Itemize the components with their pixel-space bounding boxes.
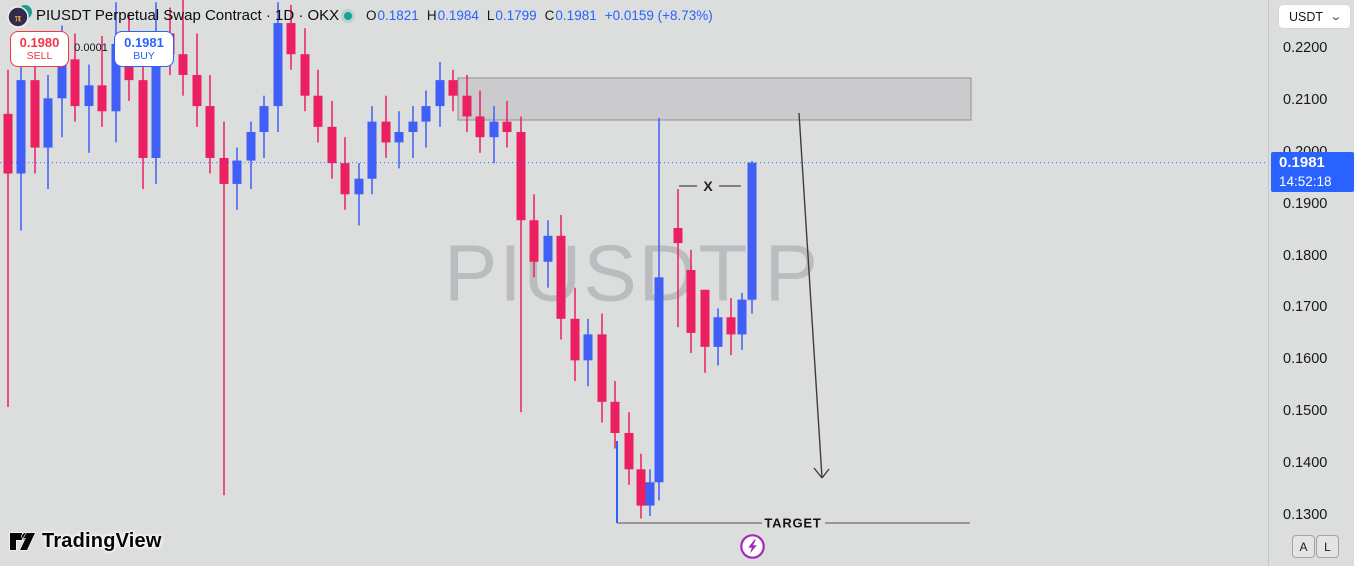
- ohlc-close-value: 0.1981: [555, 8, 597, 23]
- ohlc-high-value: 0.1984: [437, 8, 479, 23]
- log-scale-button[interactable]: L: [1316, 535, 1339, 558]
- price-tick: 0.2100: [1283, 91, 1328, 108]
- buy-label: BUY: [133, 50, 155, 63]
- spread-value: 0.0001: [74, 42, 108, 54]
- x-label-drawing[interactable]: X: [679, 178, 741, 194]
- sell-price: 0.1980: [19, 34, 60, 50]
- bar-countdown-timer: 14:52:18: [1279, 173, 1332, 189]
- sell-button[interactable]: 0.1980 SELL: [10, 31, 69, 67]
- ohlc-low-value: 0.1799: [495, 8, 537, 23]
- buy-price: 0.1981: [124, 34, 164, 50]
- ohlc-high-label: H: [426, 8, 437, 23]
- symbol-title[interactable]: PIUSDT Perpetual Swap Contract · 1D · OK…: [36, 7, 340, 24]
- market-status-icon[interactable]: [341, 9, 355, 23]
- ohlc-change-value: +0.0159 (+8.73%): [604, 8, 713, 23]
- supply-zone-rectangle[interactable]: [457, 77, 972, 121]
- last-price-badge: 0.1981 14:52:18: [1271, 151, 1354, 192]
- sell-label: SELL: [26, 50, 53, 63]
- candlestick-chart[interactable]: X TARGET: [0, 0, 1268, 566]
- ohlc-low-label: L: [486, 8, 495, 23]
- tradingview-logo-icon: [9, 532, 36, 551]
- buy-button[interactable]: 0.1981 BUY: [114, 31, 174, 67]
- currency-dropdown[interactable]: USDT ⌄: [1279, 5, 1350, 28]
- lightning-alert-icon[interactable]: [739, 533, 766, 560]
- price-tick: 0.1800: [1283, 247, 1328, 264]
- currency-label: USDT: [1289, 9, 1324, 24]
- price-tick: 0.1500: [1283, 403, 1328, 420]
- candles-layer: [3, 0, 757, 519]
- price-tick: 0.1600: [1283, 351, 1328, 368]
- price-tick: 0.1400: [1283, 455, 1328, 472]
- chevron-down-icon: ⌄: [1329, 11, 1343, 23]
- tradingview-attribution[interactable]: TradingView: [9, 530, 162, 553]
- symbol-logo-icon: π: [7, 5, 32, 28]
- auto-scale-button[interactable]: A: [1292, 535, 1315, 558]
- projection-arrow-drawing[interactable]: [798, 112, 830, 479]
- price-axis[interactable]: USDT ⌄ 0.22000.21000.20000.19000.18000.1…: [1268, 0, 1354, 566]
- ohlc-open-label: O: [366, 8, 377, 23]
- last-price-value: 0.1981: [1279, 154, 1325, 172]
- target-line-drawing[interactable]: TARGET: [617, 516, 970, 531]
- price-tick: 0.1700: [1283, 299, 1328, 316]
- price-tick: 0.2200: [1283, 40, 1328, 56]
- ohlc-open-value: 0.1821: [377, 8, 419, 23]
- tradingview-logo-text: TradingView: [42, 530, 162, 552]
- price-tick: 0.1900: [1283, 195, 1328, 212]
- svg-text:TARGET: TARGET: [764, 516, 821, 531]
- price-tick: 0.1300: [1283, 507, 1328, 523]
- ohlc-close-label: C: [544, 8, 555, 23]
- svg-text:X: X: [703, 178, 713, 194]
- svg-text:π: π: [15, 11, 22, 25]
- ohlc-values: O0.1821 H0.1984 L0.1799 C0.1981 +0.0159 …: [366, 8, 713, 23]
